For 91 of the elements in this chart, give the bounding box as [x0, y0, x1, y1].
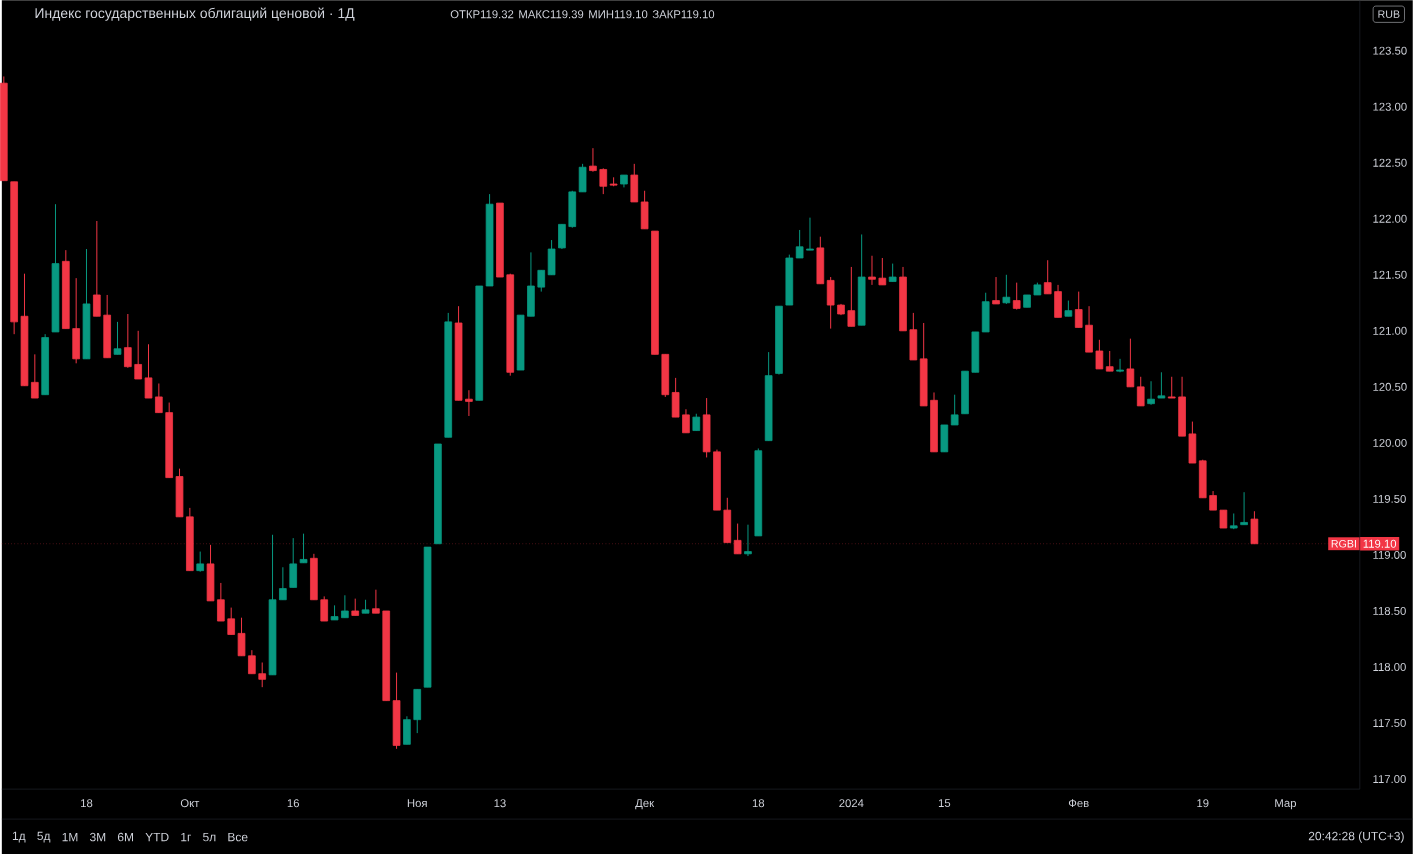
x-tick-label: 16 [287, 799, 300, 808]
annotation: МАКС119.39 [519, 10, 584, 19]
candlestick [847, 266, 856, 327]
candlestick [258, 662, 267, 688]
candlestick [237, 617, 246, 657]
text: Все [228, 832, 248, 842]
y-tick-label: 119.50 [1373, 494, 1406, 503]
y-tick-label: 118.00 [1373, 662, 1406, 671]
text: RUB [1378, 10, 1400, 18]
annotation: 119.10 [1363, 539, 1397, 548]
y-tick-label: 118.50 [1373, 606, 1406, 615]
candlestick [1095, 339, 1104, 370]
y-tick-label: 119.00 [1373, 550, 1406, 559]
candlestick [227, 607, 235, 635]
candlestick [992, 276, 1000, 305]
y-tick-label: 122.00 [1373, 214, 1407, 223]
candlestick [1136, 376, 1145, 407]
text: 1д [12, 831, 26, 843]
candlestick [878, 257, 887, 286]
candlestick [806, 217, 814, 251]
candlestick [1157, 371, 1166, 399]
candlestick [589, 147, 597, 173]
x-tick-label: 19 [1197, 799, 1209, 808]
y-tick-label: 122.50 [1373, 158, 1407, 167]
candlestick [744, 524, 752, 557]
candlestick [1209, 490, 1217, 511]
y-tick-label: 123.50 [1373, 46, 1407, 55]
ref-line-label: RGBI [1331, 539, 1356, 548]
text: 3М [89, 832, 106, 842]
x-tick-label: 13 [494, 799, 506, 808]
candlestick [1116, 358, 1124, 373]
chart-title: Индекс государственных облигаций ценовой · 1Д [35, 7, 355, 21]
candlestick [1126, 338, 1135, 388]
candlestick [1147, 380, 1155, 406]
y-tick-label: 117.00 [1373, 775, 1406, 784]
candlestick [1240, 491, 1248, 526]
y-tick-label: 121.50 [1373, 270, 1407, 279]
y-tick-label: 120.50 [1373, 382, 1407, 391]
candlestick [599, 167, 608, 195]
candlestick [93, 220, 101, 317]
annotation: МИН119.10 [589, 10, 648, 19]
x-tick-label: Дек [635, 799, 655, 810]
candlestick [217, 582, 225, 622]
x-tick-label: 2024 [839, 799, 864, 808]
candlestick [537, 269, 546, 293]
text: 1г [181, 832, 192, 842]
candlestick [1105, 350, 1114, 372]
candlestick [31, 353, 39, 399]
x-tick-label: Ноя [407, 799, 427, 808]
candlestick [558, 223, 566, 250]
candlestick [124, 313, 132, 369]
candlestick [341, 594, 349, 619]
candlestick [1043, 259, 1052, 295]
candlestick [279, 566, 287, 601]
candlestick [1074, 291, 1083, 328]
candlestick [1002, 274, 1011, 305]
x-tick-label: Окт [180, 799, 200, 808]
candlestick [372, 589, 380, 614]
candlestick [950, 394, 959, 426]
candlestick [795, 229, 804, 259]
candlestick [155, 382, 163, 414]
y-tick-label: 120.00 [1373, 438, 1407, 447]
candlestick [1012, 282, 1021, 311]
text: 1М [62, 832, 78, 842]
text: 5л [203, 832, 216, 842]
candlestick [144, 343, 153, 399]
candlestick [134, 330, 142, 380]
candlestick [113, 321, 122, 355]
x-tick-label: 18 [81, 799, 93, 808]
text: 6М [117, 832, 133, 842]
y-tick-label: 121.00 [1373, 326, 1407, 335]
annotation: ЗАКР119.10 [652, 10, 715, 19]
x-tick-label: Фев [1068, 799, 1089, 808]
candlestick [682, 408, 690, 434]
text: 5д [37, 831, 51, 843]
candlestick [868, 255, 876, 286]
y-tick-label: 117.50 [1373, 719, 1406, 728]
x-tick-label: Мар [1275, 799, 1297, 810]
annotation: ОТКР119.32 [450, 10, 514, 19]
candlestick [299, 533, 308, 564]
candlestick [196, 551, 204, 573]
x-tick-label: 18 [752, 799, 765, 808]
candlestick [289, 537, 298, 588]
y-tick-label: 123.00 [1373, 102, 1407, 111]
candlestick [1167, 376, 1176, 399]
x-tick-label: 15 [938, 799, 951, 808]
candlestick [320, 595, 329, 622]
text: 20:42:28 (UTC+3) [1308, 831, 1404, 843]
candlestick [465, 389, 473, 417]
candlestick [248, 649, 256, 675]
text: YTD [145, 832, 169, 842]
